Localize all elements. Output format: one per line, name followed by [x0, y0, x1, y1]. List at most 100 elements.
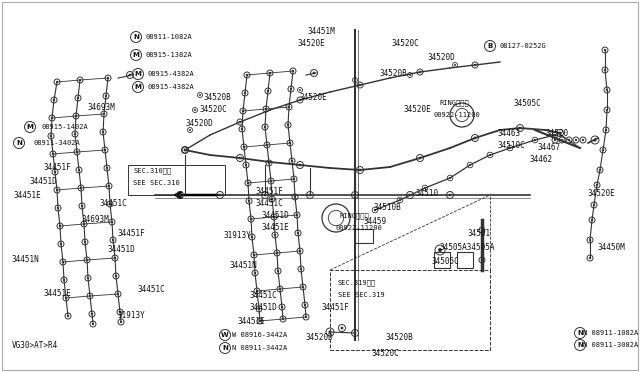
Circle shape: [62, 261, 64, 263]
Text: 34451D: 34451D: [250, 304, 278, 312]
Text: 34451F: 34451F: [118, 230, 146, 238]
Circle shape: [474, 64, 476, 66]
Text: 34505A34505A: 34505A34505A: [440, 243, 495, 251]
Circle shape: [115, 275, 117, 277]
Circle shape: [59, 225, 61, 227]
Circle shape: [116, 293, 119, 295]
Text: 34520D: 34520D: [186, 119, 214, 128]
Text: 34520E: 34520E: [298, 39, 326, 48]
Text: N 08911-1082A: N 08911-1082A: [583, 330, 638, 336]
Text: 34693M: 34693M: [82, 215, 109, 224]
Text: 34505C: 34505C: [432, 257, 460, 266]
Circle shape: [108, 185, 110, 187]
Circle shape: [184, 149, 186, 151]
Text: W: W: [221, 332, 229, 338]
Text: N: N: [577, 342, 583, 348]
Text: RINGリング: RINGリング: [440, 100, 470, 106]
Text: 08911-1082A: 08911-1082A: [146, 34, 193, 40]
Circle shape: [77, 97, 79, 99]
Circle shape: [289, 142, 291, 144]
Text: 34451E: 34451E: [14, 192, 42, 201]
Text: 34510B: 34510B: [374, 202, 402, 212]
Circle shape: [256, 290, 258, 292]
Circle shape: [354, 193, 356, 196]
Circle shape: [292, 70, 294, 72]
Circle shape: [267, 90, 269, 92]
Circle shape: [91, 313, 93, 315]
Circle shape: [279, 288, 281, 290]
Text: 34451C: 34451C: [250, 291, 278, 299]
Circle shape: [75, 115, 77, 117]
Text: 34451D: 34451D: [107, 244, 135, 253]
Circle shape: [89, 295, 92, 297]
Circle shape: [359, 84, 361, 86]
Circle shape: [251, 236, 253, 238]
Circle shape: [291, 160, 293, 162]
Circle shape: [254, 272, 256, 274]
Circle shape: [409, 74, 411, 76]
Text: 34462: 34462: [530, 155, 553, 164]
Circle shape: [282, 318, 284, 320]
Text: 08915-4382A: 08915-4382A: [148, 71, 195, 77]
Circle shape: [276, 252, 278, 254]
Circle shape: [112, 239, 114, 241]
Circle shape: [534, 139, 536, 141]
Circle shape: [575, 139, 577, 141]
Text: 34520D: 34520D: [428, 54, 456, 62]
Text: VG30>AT>R4: VG30>AT>R4: [12, 340, 58, 350]
Text: 34520: 34520: [545, 128, 568, 138]
Circle shape: [300, 268, 302, 270]
Circle shape: [604, 49, 606, 51]
Text: 08911-3402A: 08911-3402A: [33, 140, 80, 146]
Text: B: B: [488, 43, 493, 49]
Circle shape: [81, 205, 83, 207]
Circle shape: [86, 259, 88, 261]
Circle shape: [50, 135, 52, 137]
Text: 34450M: 34450M: [597, 243, 625, 251]
Circle shape: [119, 311, 121, 313]
Circle shape: [294, 196, 296, 198]
Text: 34451E: 34451E: [238, 317, 266, 327]
Circle shape: [561, 139, 563, 141]
Text: 34463: 34463: [497, 128, 520, 138]
Circle shape: [54, 171, 56, 173]
Circle shape: [296, 214, 298, 216]
Circle shape: [589, 257, 591, 259]
Circle shape: [438, 248, 442, 252]
Text: N 08911-3082A: N 08911-3082A: [583, 342, 638, 348]
Circle shape: [246, 74, 248, 76]
Circle shape: [474, 137, 476, 140]
Circle shape: [83, 223, 85, 225]
Circle shape: [265, 108, 268, 110]
Circle shape: [76, 151, 78, 153]
Text: 34451F: 34451F: [255, 187, 283, 196]
Text: M: M: [134, 84, 141, 90]
Circle shape: [481, 259, 483, 261]
Circle shape: [84, 241, 86, 243]
Circle shape: [424, 187, 426, 189]
Circle shape: [449, 177, 451, 179]
Text: N: N: [577, 330, 583, 336]
Circle shape: [340, 327, 344, 329]
Text: 34451F: 34451F: [44, 164, 72, 173]
Circle shape: [105, 95, 108, 97]
Circle shape: [299, 89, 301, 91]
Circle shape: [244, 92, 246, 94]
Circle shape: [92, 323, 94, 325]
Text: 00922-11200: 00922-11200: [335, 225, 381, 231]
Text: 34451C: 34451C: [255, 199, 283, 208]
Circle shape: [328, 330, 332, 334]
Circle shape: [554, 134, 556, 136]
Circle shape: [596, 184, 598, 186]
Circle shape: [266, 144, 268, 146]
Circle shape: [374, 209, 376, 211]
Circle shape: [481, 229, 483, 231]
Circle shape: [293, 178, 295, 180]
Circle shape: [274, 234, 276, 236]
Text: 31913Y: 31913Y: [224, 231, 252, 241]
Circle shape: [243, 146, 245, 148]
Text: SEC.310参照: SEC.310参照: [133, 168, 172, 174]
Circle shape: [219, 193, 221, 196]
Circle shape: [302, 286, 304, 288]
Circle shape: [449, 193, 451, 196]
